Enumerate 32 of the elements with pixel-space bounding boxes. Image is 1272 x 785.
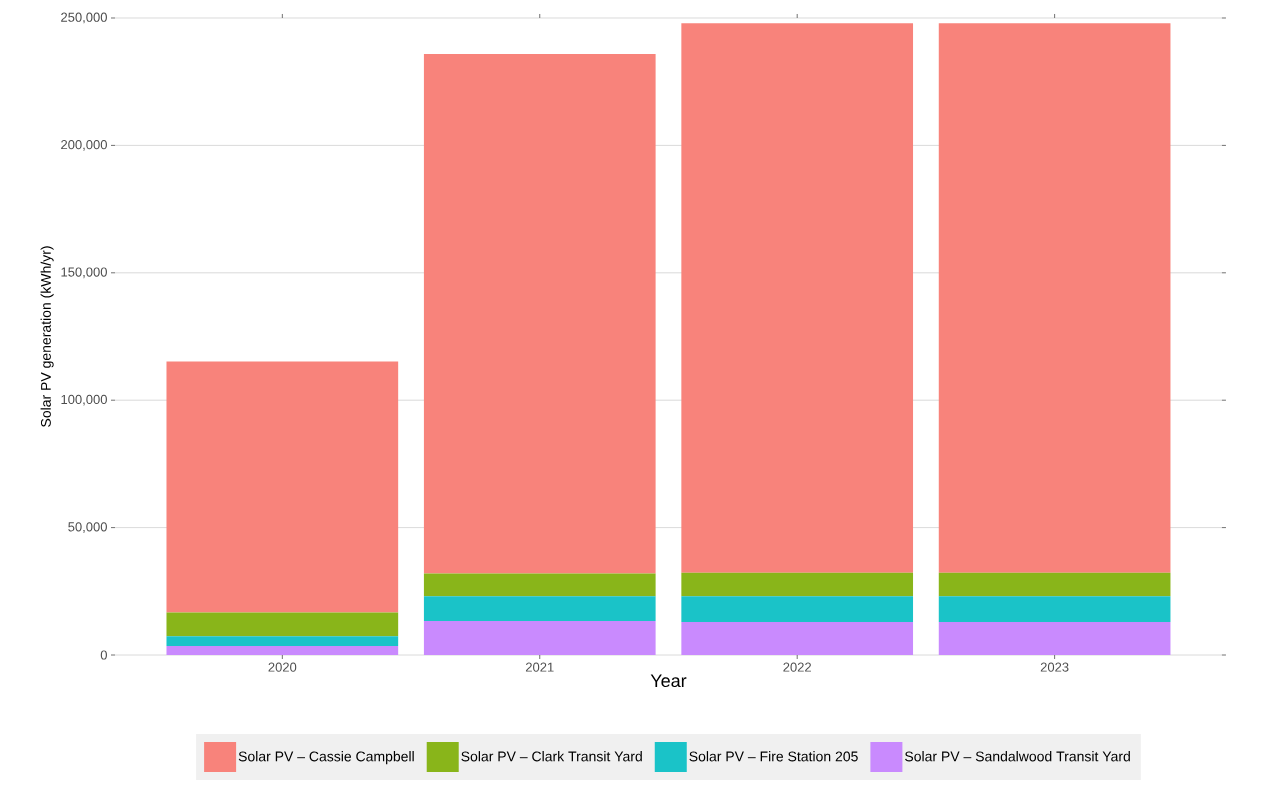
x-tick-label: 2022 [783,662,811,672]
bar [423,596,656,622]
x-tick-label: 2021 [525,662,554,672]
bar [681,572,914,597]
y-tick-label: 100,000 [61,394,107,406]
y-tick-label: 50,000 [68,522,107,533]
bar [681,596,914,622]
y-axis-title: Solar PV generation (kWh/yr) [40,246,54,427]
y-tick-label: 200,000 [61,140,107,151]
bar [423,53,656,574]
bar [938,596,1171,622]
bar [166,646,399,655]
bar [423,573,656,597]
y-tick-label: 0 [100,650,107,660]
x-axis-title: Year [650,674,687,688]
legend-label: Solar PV – Fire Station 205 [689,751,858,762]
bar [423,621,656,655]
y-tick-label: 250,000 [61,12,107,24]
bar [166,361,399,613]
x-tick-label: 2020 [268,662,297,672]
bar [166,612,399,637]
bar [166,636,399,647]
bar [681,23,914,573]
bar [938,572,1171,597]
legend-label: Solar PV – Cassie Campbell [238,751,414,765]
bar [938,23,1171,573]
legend-label: Solar PV – Sandalwood Transit Yard [905,751,1130,762]
legend-label: Solar PV – Clark Transit Yard [461,751,642,762]
x-tick-label: 2023 [1040,662,1069,672]
bar [681,621,914,655]
bar [938,621,1171,655]
y-tick-label: 150,000 [61,267,107,279]
